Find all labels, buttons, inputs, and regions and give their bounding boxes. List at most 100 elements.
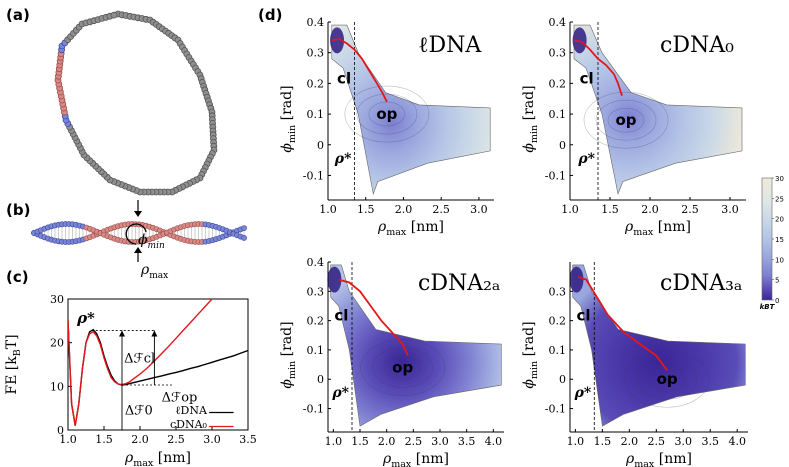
y-tick-label: 0.3 <box>549 47 567 60</box>
y-tick-label: 30 <box>50 293 64 306</box>
heatmap-cdna2a: 1.0 1.5 2.0 2.5 3.0 3.5 4.0 0.4 0.3 0.2 0.1 0 -0.1 cl… <box>279 256 504 467</box>
x-tick-label: 3.5 <box>239 433 257 446</box>
contour-line <box>583 91 669 149</box>
closed-well <box>572 27 587 54</box>
x-tick-label: 1.0 <box>567 435 585 448</box>
cl-label: cl <box>580 69 594 87</box>
transition-path <box>573 39 623 96</box>
phi-min-label: ϕmin <box>138 232 165 251</box>
x-tick-label: 3.0 <box>470 203 488 216</box>
heatmap-ylabel-rest: [rad] <box>521 321 537 360</box>
fe-xlabel-base: ρ <box>124 450 134 466</box>
x-tick-label: 2.5 <box>405 435 423 448</box>
y-tick-label: 0.3 <box>549 285 567 298</box>
heatmap-ylabel-base: ϕ <box>279 379 295 389</box>
rho-star-label: ρ* <box>574 385 592 401</box>
x-tick-label: 2.5 <box>681 203 699 216</box>
heatmap-cdna0: 1.0 1.5 2.0 2.5 3.0 0.4 0.3 0.2 0.1 0 -0.1 cl op ρ* cD… <box>521 16 746 238</box>
op-label: op <box>657 370 678 388</box>
landscape-region <box>573 24 743 195</box>
x-tick-label: 1.5 <box>594 435 612 448</box>
heatmap-title: ℓDNA <box>418 33 482 58</box>
heatmap-xlabel-base: ρ <box>377 219 387 235</box>
contour-line <box>595 99 657 141</box>
strand-bead <box>241 234 247 241</box>
x-tick-label: 1.5 <box>601 203 619 216</box>
x-tick-label: 2.0 <box>641 203 659 216</box>
heatmap-ylabel-sub: min <box>287 361 298 379</box>
x-tick-label: 1.5 <box>95 433 113 446</box>
colorbar-tick-label: 25 <box>775 195 784 203</box>
arrow-head <box>119 330 125 337</box>
fe-xlabel-sub: max <box>133 458 154 467</box>
y-tick-label: -0.1 <box>303 169 324 182</box>
contour-line <box>344 85 430 143</box>
contour-line <box>607 107 645 133</box>
delta-fop-annotation: Δℱop <box>162 391 198 406</box>
y-tick-label: -0.1 <box>545 403 566 416</box>
rho-star-label: ρ* <box>334 151 352 167</box>
op-label: op <box>615 111 636 129</box>
x-tick-label: 1.5 <box>351 435 369 448</box>
contour-line <box>636 358 698 400</box>
y-tick-label: -0.1 <box>545 169 566 182</box>
fe-xlabel: ρmax [nm] <box>124 450 191 467</box>
x-tick-label: 2.5 <box>167 433 185 446</box>
colorbar-tick-label: 15 <box>775 236 784 244</box>
panel-d-label: (d) <box>258 6 282 24</box>
x-tick-label: 1.0 <box>561 203 579 216</box>
x-tick-label: 2.5 <box>648 435 666 448</box>
y-tick-label: -0.1 <box>303 403 324 416</box>
legend-label-1: cDNA₀ <box>170 418 208 431</box>
arrow-head <box>151 330 158 337</box>
heatmap-title: cDNA₂ₐ <box>418 271 500 296</box>
x-tick-label: 3.0 <box>675 435 693 448</box>
cl-label: cl <box>337 69 351 87</box>
panel-a-label: (a) <box>6 6 30 24</box>
ring-bead <box>110 11 118 19</box>
series-line-0 <box>68 320 248 426</box>
y-tick-label: 0 <box>317 373 324 386</box>
heatmap-ylabel: ϕmin [rad] <box>279 85 298 152</box>
heatmap-xlabel-rest: [nm] <box>653 219 691 235</box>
x-tick-label: 3.5 <box>458 435 476 448</box>
x-tick-label: 2.5 <box>432 203 450 216</box>
closed-well <box>327 266 342 293</box>
heatmap-xlabel: ρmax [nm] <box>625 451 692 467</box>
panel-b-label: (b) <box>6 201 30 219</box>
heatmap-ylabel-rest: [rad] <box>279 321 295 360</box>
contour-line <box>648 366 686 392</box>
delta-fcl-annotation: Δℱcl <box>124 351 155 366</box>
heatmap-xlabel-sub: max <box>634 459 655 467</box>
legend-label-0: ℓDNA <box>175 404 208 417</box>
heatmap-ylabel-sub: min <box>287 125 298 143</box>
heatmap-xlabel-base: ρ <box>624 219 634 235</box>
y-tick-label: 20 <box>50 337 64 350</box>
y-tick-label: 0.2 <box>549 315 567 328</box>
heatmap-ylabel-base: ϕ <box>279 143 295 153</box>
rho-subscript: max <box>149 271 168 281</box>
contour-line <box>624 350 710 408</box>
x-tick-label: 3.0 <box>203 433 221 446</box>
x-tick-label: 2.0 <box>131 433 149 446</box>
heatmap-xlabel-sub: max <box>391 459 412 467</box>
transition-path <box>577 275 668 371</box>
y-tick-label: 0.4 <box>307 16 325 29</box>
y-tick-label: 0.3 <box>307 285 325 298</box>
free-energy-chart: 1.0 1.5 2.0 2.5 3.0 3.5 0 10 20 30 ρ* Δℱcl Δℱop Δℱ0 ℓD… <box>4 293 257 467</box>
y-tick-label: 0 <box>559 373 566 386</box>
transition-path <box>331 37 388 103</box>
x-tick-label: 1.0 <box>59 433 77 446</box>
transition-path <box>338 278 409 357</box>
heatmap-title: cDNA₀ <box>660 33 734 58</box>
heatmap-xlabel-rest: [nm] <box>654 451 692 467</box>
x-tick-label: 1.5 <box>357 203 375 216</box>
heatmap-cdna3a: 1.0 1.5 2.0 2.5 3.0 3.5 4.0 0.3 0.2 0.1 0 -0.1 cl op ρ… <box>521 262 748 467</box>
heatmap-ylabel: ϕmin [rad] <box>279 321 298 388</box>
contour-line <box>368 101 406 127</box>
phi-min-marker <box>125 200 147 262</box>
closed-well <box>330 27 345 54</box>
heatmap-xlabel-sub: max <box>633 227 654 238</box>
y-tick-label: 0.4 <box>549 16 567 29</box>
